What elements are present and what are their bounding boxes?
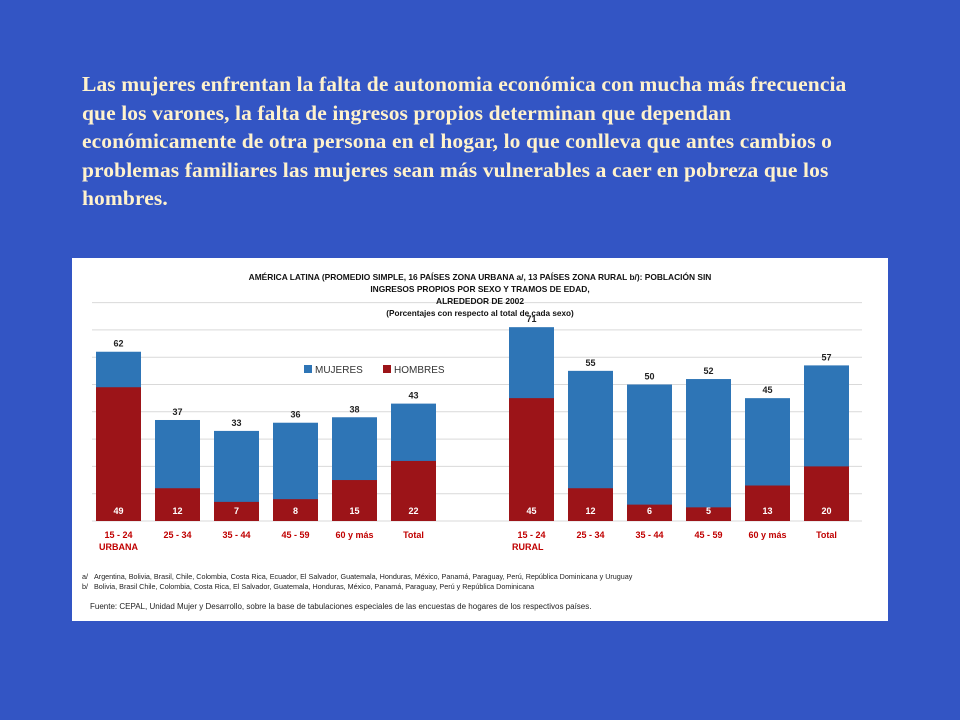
category-label: 15 - 24 — [104, 530, 132, 540]
data-label-hombres: 8 — [293, 506, 298, 516]
data-label-hombres: 13 — [762, 506, 772, 516]
data-label-mujeres: 43 — [408, 391, 418, 401]
data-label-mujeres: 52 — [703, 366, 713, 376]
category-label: 25 - 34 — [576, 530, 604, 540]
data-label-hombres: 6 — [647, 506, 652, 516]
bar-hombres — [568, 488, 613, 521]
intro-paragraph: Las mujeres enfrentan la falta de autono… — [82, 72, 847, 210]
bar-hombres — [686, 507, 731, 521]
category-label: Total — [403, 530, 424, 540]
data-label-hombres: 20 — [821, 506, 831, 516]
category-label: 15 - 24 — [517, 530, 545, 540]
bar-mujeres — [686, 379, 731, 521]
bar-hombres — [627, 504, 672, 521]
bar-hombres — [804, 466, 849, 521]
zone-label: RURAL — [512, 542, 544, 552]
chart-title-line: (Porcentajes con respecto al total de ca… — [386, 309, 574, 318]
footnote-b-mark: b/ — [82, 582, 88, 591]
data-label-hombres: 22 — [408, 506, 418, 516]
data-label-mujeres: 45 — [762, 385, 772, 395]
category-label: 60 y más — [748, 530, 786, 540]
bar-hombres — [509, 398, 554, 521]
bar-hombres — [391, 460, 436, 521]
data-label-hombres: 7 — [234, 506, 239, 516]
footnotes: a/ Argentina, Bolivia, Brasil, Chile, Co… — [82, 572, 633, 611]
category-label: 35 - 44 — [222, 530, 250, 540]
bar-hombres — [96, 387, 141, 521]
data-label-hombres: 15 — [349, 506, 359, 516]
data-label-mujeres: 62 — [113, 339, 123, 349]
data-label-mujeres: 37 — [172, 407, 182, 417]
data-label-mujeres: 38 — [349, 404, 359, 414]
data-label-hombres: 5 — [706, 506, 711, 516]
data-label-mujeres: 33 — [231, 418, 241, 428]
data-label-mujeres: 57 — [821, 352, 831, 362]
bars: 62 49 15 - 24 37 12 25 - 34 33 7 35 - 44 36 8 45 - … — [96, 314, 849, 552]
bar-hombres — [155, 488, 200, 521]
legend-swatch-mujeres — [304, 365, 312, 373]
bar-hombres — [745, 485, 790, 521]
data-label-hombres: 12 — [585, 506, 595, 516]
data-label-hombres: 49 — [113, 506, 123, 516]
data-label-mujeres: 36 — [290, 410, 300, 420]
footnote-a-text: Argentina, Bolivia, Brasil, Chile, Colom… — [94, 572, 633, 581]
category-label: 60 y más — [335, 530, 373, 540]
legend-label-hombres: HOMBRES — [394, 365, 445, 376]
zone-label: URBANA — [99, 542, 138, 552]
category-label: Total — [816, 530, 837, 540]
footnote-b-text: Bolivia, Brasil Chile, Colombia, Costa R… — [94, 582, 534, 591]
data-label-hombres: 45 — [526, 506, 536, 516]
legend: MUJERES HOMBRES — [304, 365, 445, 376]
category-label: 45 - 59 — [694, 530, 722, 540]
category-label: 45 - 59 — [281, 530, 309, 540]
data-label-mujeres: 71 — [526, 314, 536, 324]
bar-hombres — [214, 501, 259, 521]
chart-title-line: ALREDEDOR DE 2002 — [436, 296, 524, 306]
chart-panel: AMÉRICA LATINA (PROMEDIO SIMPLE, 16 PAÍS… — [72, 258, 888, 621]
chart-title: AMÉRICA LATINA (PROMEDIO SIMPLE, 16 PAÍS… — [249, 271, 712, 318]
data-label-mujeres: 55 — [585, 358, 595, 368]
footnote-a-mark: a/ — [82, 572, 88, 581]
bar-mujeres — [627, 384, 672, 521]
category-label: 35 - 44 — [635, 530, 663, 540]
bar-hombres — [332, 480, 377, 521]
category-label: 25 - 34 — [163, 530, 191, 540]
legend-swatch-hombres — [383, 365, 391, 373]
chart-title-line: INGRESOS PROPIOS POR SEXO Y TRAMOS DE ED… — [370, 284, 589, 294]
data-label-mujeres: 50 — [644, 372, 654, 382]
bar-chart: AMÉRICA LATINA (PROMEDIO SIMPLE, 16 PAÍS… — [82, 271, 862, 611]
chart-title-line: AMÉRICA LATINA (PROMEDIO SIMPLE, 16 PAÍS… — [249, 271, 712, 282]
bar-hombres — [273, 499, 318, 521]
data-label-hombres: 12 — [172, 506, 182, 516]
legend-label-mujeres: MUJERES — [315, 365, 363, 376]
source-note: Fuente: CEPAL, Unidad Mujer y Desarrollo… — [90, 602, 591, 611]
